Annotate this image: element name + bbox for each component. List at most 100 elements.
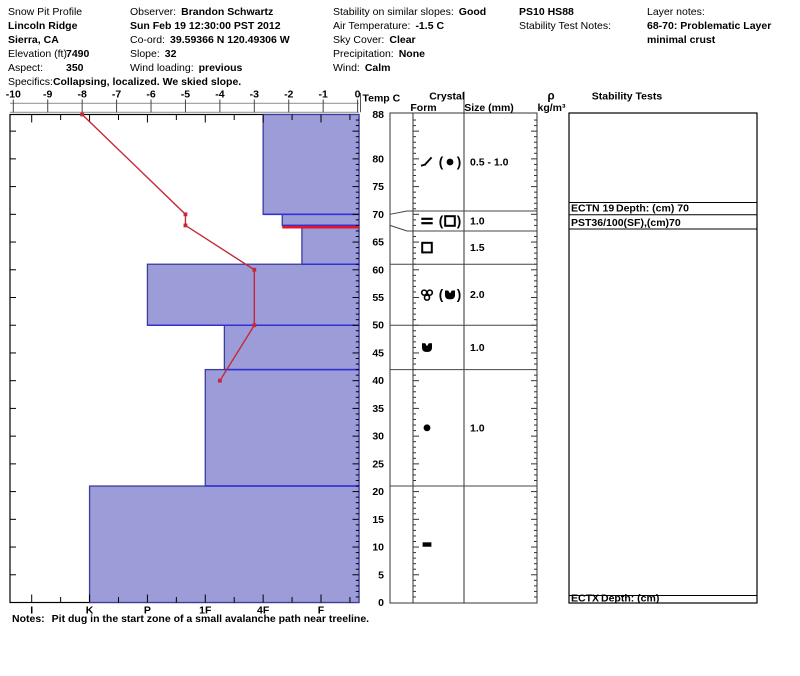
depth-label: 75 — [372, 181, 384, 193]
sky-cover-row: Sky Cover: Clear — [333, 33, 486, 47]
hardness-bar-layer-5 — [223, 324, 360, 371]
depth-label: 70 — [372, 209, 384, 221]
melt-freeze-crust-icon — [422, 343, 432, 353]
hardness-label: I — [30, 605, 33, 617]
temp-tick-label: -3 — [250, 89, 259, 101]
depth-label: 5 — [378, 569, 384, 581]
specifics-value: Collapsing, localized. We skied slope. — [52, 76, 242, 88]
melt-freeze-crust-icon — [445, 290, 455, 300]
aspect-label: Aspect: — [8, 62, 44, 74]
aspect-row: Aspect: 350 — [8, 61, 89, 75]
notes-row: Notes: Pit dug in the start zone of a sma… — [12, 612, 369, 626]
stability-slopes-label: Stability on similar slopes: — [333, 6, 454, 18]
facets-icon — [444, 215, 456, 227]
depth-label: 55 — [372, 292, 384, 304]
hardness-label: K — [86, 605, 94, 617]
temp-point-marker — [183, 212, 188, 217]
location-name: Lincoln Ridge — [8, 20, 78, 32]
specifics-row: Specifics:Collapsing, localized. We skie… — [8, 75, 241, 89]
layer-notes-label: Layer notes: — [647, 6, 705, 18]
depth-label: 45 — [372, 347, 384, 359]
paren: ( — [439, 287, 444, 302]
stability-slopes-row: Stability on similar slopes: Good — [333, 5, 486, 19]
coord-value: 39.59366 N 120.49306 W — [170, 34, 290, 46]
coord-label: Co-ord: — [130, 34, 166, 46]
fan-line — [389, 210, 408, 215]
test-name: ECTN 19 — [571, 203, 614, 215]
ice-layer-icon — [422, 542, 432, 547]
header-col-weather: Stability on similar slopes: Good Air Tem… — [333, 5, 486, 75]
notes-text: Pit dug in the start zone of a small ava… — [51, 613, 370, 625]
temp-tick-label: -1 — [318, 89, 327, 101]
density-unit-header: kg/m³ — [537, 102, 566, 114]
test-detail: Depth: (cm) — [601, 593, 659, 605]
temp-point-marker — [80, 112, 85, 117]
stability-test-ectx: ECTX Depth: (cm) — [571, 593, 659, 605]
temp-point-marker — [217, 378, 222, 383]
crystal-row-layer-3: 1.5 — [421, 241, 485, 254]
rounded-grains-icon — [423, 424, 431, 432]
slope-label: Slope: — [130, 48, 160, 60]
stability-column-frame — [568, 112, 758, 604]
stability-test-pst: PST36/100(SF),(cm)70 — [571, 217, 681, 229]
hardness-bar-layer-7 — [88, 485, 360, 604]
test-name: ECTX — [571, 593, 599, 605]
crystal-header: Crystal — [429, 91, 465, 103]
temp-point-marker — [183, 223, 188, 228]
sky-cover-value: Clear — [389, 34, 416, 46]
depth-label: 40 — [372, 375, 384, 387]
elevation-row: Elevation (ft)7490 — [8, 47, 89, 61]
location-region: Sierra, CA — [8, 34, 59, 46]
temp-tick-label: -6 — [146, 89, 155, 101]
size-header: Size (mm) — [464, 102, 514, 114]
slope-value: 32 — [164, 48, 177, 60]
wind-loading-label: Wind loading: — [130, 62, 194, 74]
crystal-row-layer-5: 1.0 — [422, 342, 485, 354]
depth-label: 35 — [372, 403, 384, 415]
stability-test-notes-label: Stability Test Notes: — [519, 20, 612, 32]
header-col-pit: PS10 HS88 Stability Test Notes: — [519, 5, 611, 33]
precipitation-label: Precipitation: — [333, 48, 394, 60]
temp-point-marker — [252, 323, 257, 328]
depth-label: 80 — [372, 153, 384, 165]
depth-label: 0 — [378, 597, 384, 609]
precipitation-value: None — [398, 48, 425, 60]
layer-notes-line2: minimal crust — [647, 34, 716, 46]
crystal-row-layer-6: 1.0 — [423, 422, 485, 434]
grain-size-label: 1.0 — [470, 342, 485, 354]
hardness-bar-layer-6 — [204, 368, 360, 487]
depth-label: 25 — [372, 458, 384, 470]
stability-column: ECTN 19 Depth: (cm) 70 PST36/100(SF),(cm)7… — [568, 112, 758, 605]
hardness-label: 1F — [199, 605, 212, 617]
temp-tick-label: -9 — [43, 89, 52, 101]
coord-row: Co-ord: 39.59366 N 120.49306 W — [130, 33, 290, 47]
pit-chart — [9, 112, 360, 604]
specifics-label: Specifics: — [8, 76, 53, 88]
slope-row: Slope: 32 — [130, 47, 290, 61]
paren: ) — [457, 287, 462, 302]
temp-axis: -10 -9 -8 -7 -6 -5 -4 -3 -2 -1 0 Temp C — [6, 89, 401, 113]
temp-tick-label: -7 — [112, 89, 121, 101]
hardness-bar-layer-1 — [262, 113, 360, 215]
wind-label: Wind: — [333, 62, 360, 74]
notes-label: Notes: — [12, 613, 45, 625]
paren: ) — [457, 155, 462, 170]
hardness-bar-layer-2 — [281, 213, 360, 227]
crust-icon — [421, 217, 433, 225]
decomposing-fragments-icon — [420, 156, 433, 167]
depth-label: 88 — [372, 109, 384, 121]
air-temp-value: -1.5 C — [415, 20, 445, 32]
depth-label: 30 — [372, 431, 384, 443]
wind-row: Wind: Calm — [333, 61, 486, 75]
test-name: PST36/100(SF),(cm)70 — [571, 217, 681, 229]
hardness-bar-layer-3 — [301, 224, 360, 265]
temp-tick-label: -2 — [284, 89, 293, 101]
hardness-axis: I K P 1F 4F F — [30, 605, 325, 617]
observation-datetime: Sun Feb 19 12:30:00 PST 2012 — [130, 20, 281, 32]
line — [423, 156, 433, 166]
hardness-label: 4F — [257, 605, 270, 617]
grain-size-label: 2.0 — [470, 289, 485, 301]
temp-tick-label: 0 — [355, 89, 361, 101]
